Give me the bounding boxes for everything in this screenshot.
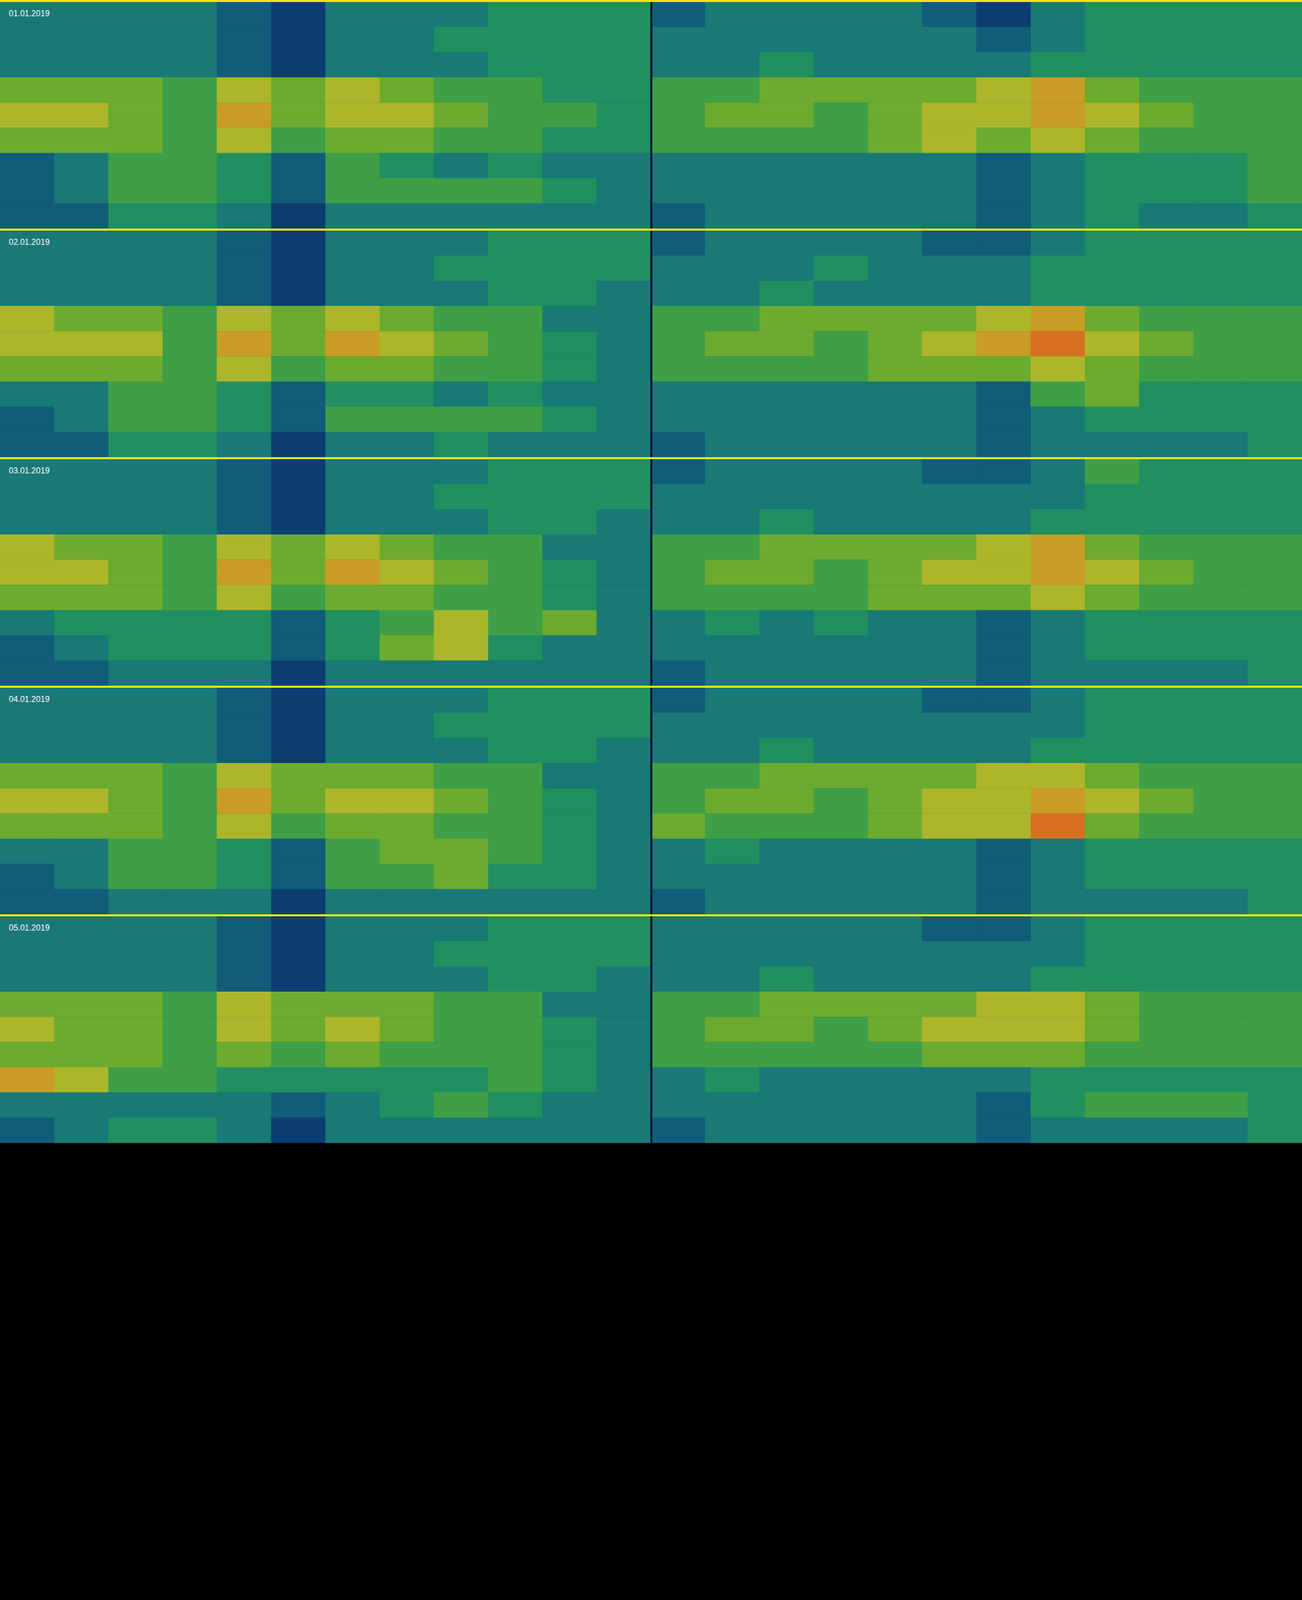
svg-text:01.01.2019: 01.01.2019 (8, 8, 50, 19)
svg-text:02.01.2019: 02.01.2019 (8, 237, 50, 247)
svg-text:05.01.2019: 05.01.2019 (8, 922, 50, 933)
svg-text:03.01.2019: 03.01.2019 (8, 465, 50, 476)
svg-text:04.01.2019: 04.01.2019 (8, 694, 50, 704)
